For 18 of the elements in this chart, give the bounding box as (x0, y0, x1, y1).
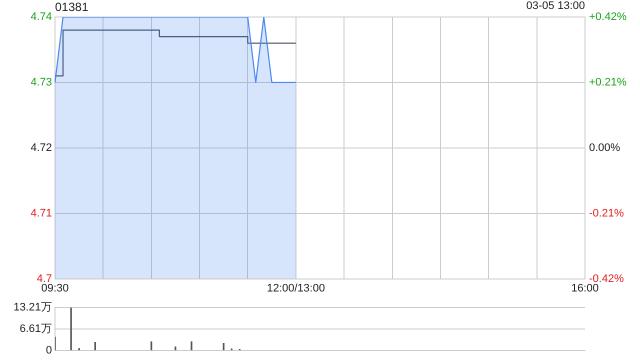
y-tick-label: 0 (46, 344, 52, 356)
y-tick-label: 13.21万 (13, 302, 52, 314)
x-tick-label: 09:30 (41, 282, 69, 294)
y-tick-label: 4.72 (30, 142, 52, 154)
y2-tick-label: +0.21% (589, 76, 627, 88)
y2-tick-label: -0.42% (589, 272, 624, 285)
x-tick-label: 16:00 (571, 282, 599, 294)
x-tick-label: 12:00/13:00 (266, 282, 325, 294)
y2-tick-label: -0.21% (589, 207, 624, 220)
y-tick-label: 4.7 (36, 272, 52, 285)
text: 03-05 13:00 (526, 0, 585, 12)
y2-tick-label: 0.00% (589, 142, 620, 154)
y-tick-label: 4.74 (30, 11, 52, 24)
y-tick-label: 4.73 (30, 76, 52, 88)
y2-tick-label: +0.42% (589, 11, 627, 24)
chart-title: 01381 (55, 0, 88, 14)
y-tick-label: 4.71 (30, 207, 52, 220)
y-tick-label: 6.61万 (20, 323, 52, 336)
